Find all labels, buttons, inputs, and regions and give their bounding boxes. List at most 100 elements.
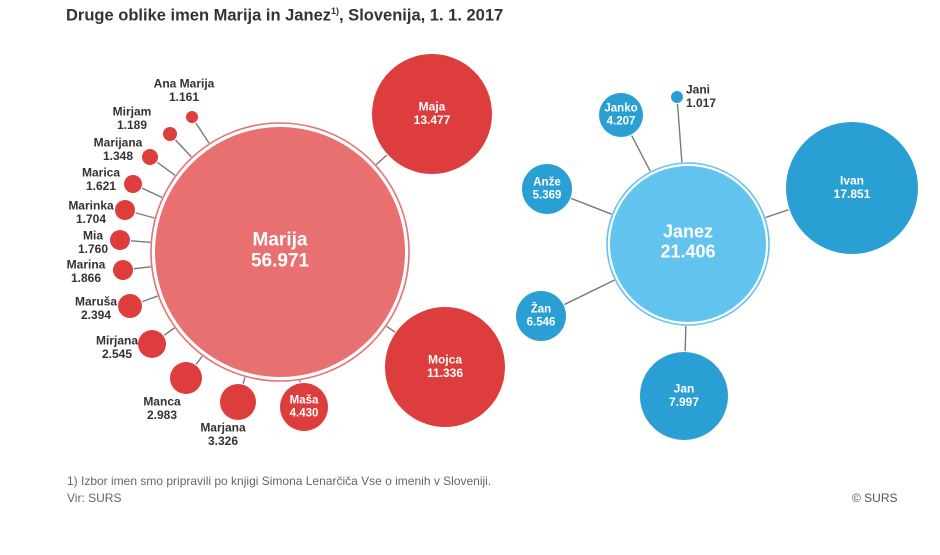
bubble-label-marija-ana-marija: Ana Marija 1.161 — [154, 76, 215, 103]
bubble-label-marija-manca: Manca 2.983 — [143, 394, 181, 421]
bubble-marija-marinka — [115, 200, 135, 220]
center-bubble-ring-janez — [606, 162, 770, 326]
bubble-value: 1.704 — [76, 212, 106, 226]
bubble-label-marija-mirjam: Mirjam 1.189 — [113, 104, 152, 131]
bubble-label-marija-marijana: Marijana 1.348 — [94, 135, 143, 162]
connector-marija-marica — [141, 187, 163, 199]
bubble-group-janez: Janez 21.406 Ivan 17.851 Jan 7.997 Žan 6.546 Anž… — [516, 82, 918, 440]
copyright-note: © SURS — [852, 491, 898, 505]
bubble-value: 56.971 — [251, 251, 310, 272]
center-bubble-janez — [610, 166, 766, 322]
connector-marija-mojca — [386, 325, 396, 333]
bubble-name: Maja — [419, 99, 446, 113]
bubble-value: 1.348 — [103, 149, 133, 163]
bubble-marija-masa — [280, 383, 328, 431]
bubble-group-marija: Marija 56.971 Maja 13.477 Mojca 11.336 Maša 4.4… — [67, 54, 505, 448]
bubble-marija-mirjana — [138, 330, 166, 358]
bubble-name: Jani — [686, 82, 710, 96]
bubble-value: 11.336 — [427, 366, 463, 380]
bubble-name: Mojca — [428, 352, 462, 366]
bubble-marija-marjana — [220, 384, 256, 420]
connector-marija-marijana — [156, 161, 176, 176]
bubble-value: 1.161 — [169, 90, 199, 104]
bubble-label-janez-ivan: Ivan 17.851 — [834, 173, 871, 200]
connector-marija-ana-marija — [195, 122, 210, 144]
bubble-label-marija-mia: Mia 1.760 — [78, 228, 108, 255]
bubble-name: Marinka — [68, 198, 114, 212]
bubble-janez-anze — [522, 164, 572, 214]
source-note: Vir: SURS — [67, 491, 122, 505]
connector-janez-jani — [676, 103, 683, 163]
bubble-name: Manca — [143, 394, 181, 408]
bubble-marija-mia — [110, 230, 130, 250]
bubble-name: Ana Marija — [154, 76, 215, 90]
bubble-label-marija-mirjana: Mirjana 2.545 — [96, 333, 138, 360]
bubble-name: Anže — [533, 176, 560, 188]
bubble-value: 2.983 — [147, 408, 177, 422]
bubble-name: Mirjana — [96, 333, 138, 347]
bubble-name: Mirjam — [113, 104, 152, 118]
bubble-janez-janko — [599, 93, 643, 137]
connector-marija-marusa — [141, 295, 158, 303]
connector-marija-marjana — [242, 376, 246, 384]
bubble-value: 1.017 — [686, 96, 716, 110]
center-bubble-ring-marija — [150, 122, 410, 382]
bubble-value: 21.406 — [660, 242, 715, 262]
bubble-label-marija-mojca: Mojca 11.336 — [427, 352, 463, 379]
bubble-value: 1.621 — [86, 179, 116, 193]
bubble-janez-jani — [671, 91, 683, 103]
bubble-marija-manca — [170, 362, 202, 394]
chart-title-main: Druge oblike imen Marija in Janez — [66, 6, 331, 25]
bubble-label-janez-jani: Jani 1.017 — [686, 82, 716, 109]
connector-janez-zan — [564, 279, 615, 306]
bubble-value: 6.546 — [527, 316, 556, 328]
bubble-value: 7.997 — [669, 395, 699, 409]
bubble-marija-mojca — [385, 307, 505, 427]
bubble-value: 5.369 — [533, 189, 562, 201]
chart-title: Druge oblike imen Marija in Janez1), Slo… — [66, 6, 503, 26]
bubble-label-marija-marusa: Maruša 2.394 — [75, 294, 117, 321]
bubble-marija-maja — [372, 54, 492, 174]
bubble-name: Maša — [290, 394, 319, 406]
center-bubble-marija — [155, 127, 405, 377]
bubble-label-marija-center: Marija 56.971 — [251, 229, 310, 271]
bubble-janez-jan — [640, 352, 728, 440]
bubble-label-janez-center: Janez 21.406 — [660, 222, 715, 262]
bubble-name: Mia — [83, 228, 103, 242]
bubble-name: Jan — [674, 381, 695, 395]
bubble-label-marija-masa: Maša 4.430 — [290, 394, 319, 419]
bubble-label-marija-marica: Marica 1.621 — [82, 165, 120, 192]
connector-janez-ivan — [765, 208, 789, 219]
bubble-label-marija-maja: Maja 13.477 — [414, 99, 451, 126]
bubble-value: 1.760 — [78, 242, 108, 256]
bubble-name: Marijana — [94, 135, 143, 149]
connector-marija-mirjam — [174, 139, 192, 158]
bubble-value: 2.545 — [102, 347, 132, 361]
bubble-name: Ivan — [840, 173, 864, 187]
bubble-name: Janez — [663, 222, 713, 242]
chart-title-suffix: , Slovenija, 1. 1. 2017 — [339, 6, 504, 25]
footnote: 1) Izbor imen smo pripravili po knjigi S… — [67, 474, 492, 488]
bubble-marija-mirjam — [163, 127, 177, 141]
connector-janez-janko — [630, 135, 651, 172]
bubble-label-janez-zan: Žan 6.546 — [527, 302, 556, 328]
bubble-label-marija-marjana: Marjana 3.326 — [200, 420, 246, 447]
bubble-label-janez-anze: Anže 5.369 — [533, 176, 562, 201]
bubble-name: Marina — [67, 257, 106, 271]
connector-janez-jan — [684, 325, 687, 352]
bubble-name: Žan — [531, 302, 551, 315]
bubble-marija-marica — [124, 175, 142, 193]
bubble-value: 4.430 — [290, 407, 319, 419]
bubble-name: Janko — [604, 102, 637, 114]
connector-marija-manca — [195, 355, 203, 365]
bubble-label-marija-marinka: Marinka 1.704 — [68, 198, 114, 225]
bubble-name: Marija — [253, 229, 308, 250]
connector-marija-mia — [130, 240, 151, 243]
bubble-value: 13.477 — [414, 113, 451, 127]
bubble-name: Maruša — [75, 294, 117, 308]
bubble-value: 1.866 — [71, 271, 101, 285]
bubble-marija-marusa — [118, 294, 142, 318]
bubble-value: 4.207 — [607, 115, 636, 127]
chart-title-superscript: 1) — [331, 6, 340, 16]
bubble-label-janez-jan: Jan 7.997 — [669, 381, 699, 408]
